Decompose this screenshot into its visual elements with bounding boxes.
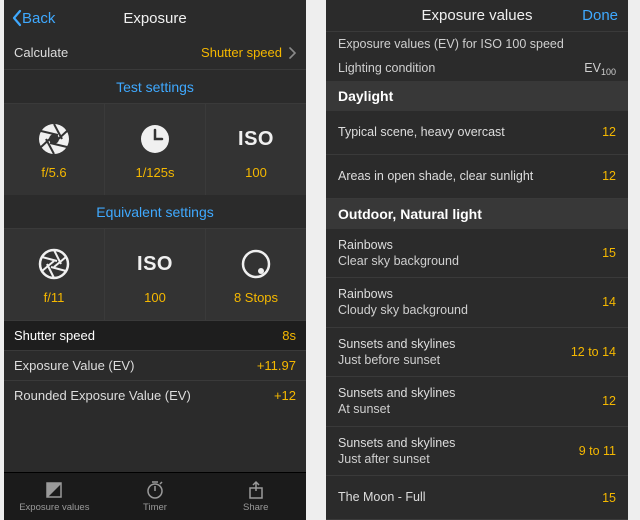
stat-ev-label: Exposure Value (EV) [14,358,134,373]
ev-description: Areas in open shade, clear sunlight [338,168,533,184]
stat-rev-row: Rounded Exposure Value (EV) +12 [4,380,306,410]
stat-rev-label: Rounded Exposure Value (EV) [14,388,191,403]
calculate-row[interactable]: Calculate Shutter speed [4,36,306,70]
ev-value: 15 [592,246,616,260]
ev-value: 9 to 11 [569,444,616,458]
exposure-screen: Back Exposure Calculate Shutter speed Te… [4,0,306,520]
ev-row[interactable]: RainbowsClear sky background 15 [326,229,628,279]
info-row-1: Exposure values (EV) for ISO 100 speed [326,32,628,56]
ev-row[interactable]: The Moon - Full 15 [326,476,628,520]
clock-icon [135,119,175,159]
equiv-aperture-value: f/11 [44,290,65,305]
ev-row[interactable]: RainbowsCloudy sky background 14 [326,278,628,328]
ev-description: Sunsets and skylinesAt sunset [338,385,455,418]
tab-label: Exposure values [19,502,89,513]
navbar: Back Exposure [4,0,306,36]
category-header: Outdoor, Natural light [326,199,628,229]
iso-icon: ISO [137,253,173,276]
aperture-icon [34,119,74,159]
test-iso-cell[interactable]: ISO 100 [206,104,306,195]
category-header: Daylight [326,81,628,111]
exposure-values-screen: Exposure values Done Exposure values (EV… [326,0,628,520]
equiv-iso-cell[interactable]: ISO 100 [105,229,206,320]
back-button[interactable]: Back [10,9,55,27]
navbar: Exposure values Done [326,0,628,32]
share-icon [246,480,266,500]
ev-icon [44,480,64,500]
stat-rev-value: +12 [274,388,296,403]
calculate-label: Calculate [14,45,68,60]
equiv-stops-cell[interactable]: 8 Stops [206,229,306,320]
info-text: Exposure values (EV) for ISO 100 speed [338,37,564,51]
ev-row[interactable]: Typical scene, heavy overcast 12 [326,111,628,155]
tab-label: Timer [143,502,167,513]
ev-description: RainbowsClear sky background [338,237,459,270]
ev-row[interactable]: Sunsets and skylinesAt sunset 12 [326,377,628,427]
ev-row[interactable]: Sunsets and skylinesJust before sunset 12… [326,328,628,378]
tab-timer[interactable]: Timer [105,473,206,520]
timer-icon [145,480,165,500]
ev-description: The Moon - Full [338,489,426,505]
equiv-stops-value: 8 Stops [234,290,278,305]
ev-value: 12 [592,394,616,408]
calculate-value: Shutter speed [201,45,282,60]
chevron-right-icon [288,47,296,59]
lighting-value: EV100 [584,61,616,75]
stat-shutter-row: Shutter speed 8s [4,320,306,350]
tabbar: Exposure values Timer Share [4,472,306,520]
ev-value: 12 to 14 [561,345,616,359]
info-row-2: Lighting condition EV100 [326,56,628,80]
back-label: Back [22,10,55,27]
stat-ev-row: Exposure Value (EV) +11.97 [4,350,306,380]
stat-shutter-value: 8s [282,328,296,343]
tab-share[interactable]: Share [205,473,306,520]
ev-description: RainbowsCloudy sky background [338,286,468,319]
test-settings-grid: f/5.6 1/125s ISO 100 [4,103,306,195]
page-title: Exposure values [422,7,533,24]
ev-row[interactable]: Areas in open shade, clear sunlight 12 [326,155,628,199]
equiv-iso-value: 100 [144,290,166,305]
ring-icon [236,244,276,284]
ev-description: Sunsets and skylinesJust before sunset [338,336,455,369]
test-aperture-cell[interactable]: f/5.6 [4,104,105,195]
done-button[interactable]: Done [582,7,618,24]
equiv-aperture-cell[interactable]: f/11 [4,229,105,320]
iso-icon: ISO [238,128,274,151]
ev-description: Sunsets and skylinesJust after sunset [338,435,455,468]
tab-exposure-values[interactable]: Exposure values [4,473,105,520]
stat-ev-value: +11.97 [257,358,296,373]
spacer [4,410,306,472]
equivalent-settings-header: Equivalent settings [4,195,306,228]
test-iso-value: 100 [245,165,267,180]
ev-description: Typical scene, heavy overcast [338,124,505,140]
ev-value: 15 [592,491,616,505]
aperture-outline-icon [34,244,74,284]
lighting-label: Lighting condition [338,61,435,75]
ev-value: 14 [592,295,616,309]
test-settings-header: Test settings [4,70,306,103]
equivalent-settings-grid: f/11 ISO 100 8 Stops [4,228,306,320]
test-shutter-value: 1/125s [135,165,174,180]
stat-shutter-label: Shutter speed [14,328,95,343]
test-shutter-cell[interactable]: 1/125s [105,104,206,195]
test-aperture-value: f/5.6 [41,165,66,180]
ev-value: 12 [592,169,616,183]
ev-value: 12 [592,125,616,139]
ev-row[interactable]: Sunsets and skylinesJust after sunset 9 t… [326,427,628,477]
tab-label: Share [243,502,268,513]
